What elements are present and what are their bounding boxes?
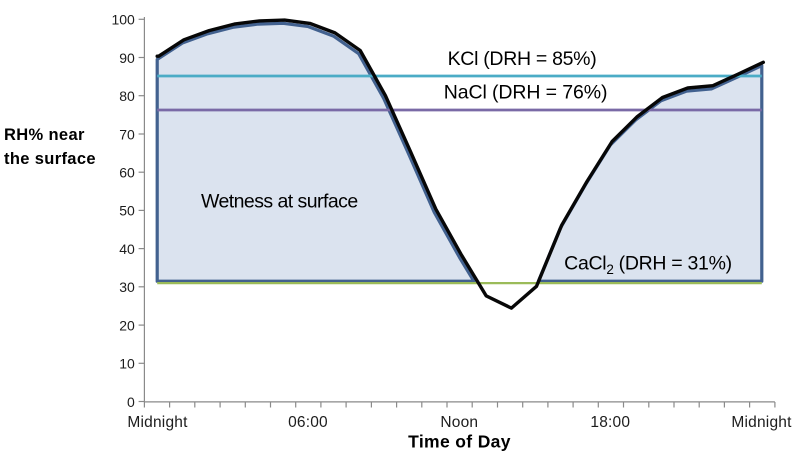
svg-text:06:00: 06:00 — [288, 414, 328, 431]
svg-text:Midnight: Midnight — [127, 414, 188, 431]
svg-text:NaCl (DRH = 76%): NaCl (DRH = 76%) — [444, 82, 608, 104]
svg-text:Time of Day: Time of Day — [408, 432, 511, 452]
svg-text:the surface: the surface — [4, 150, 96, 168]
svg-text:18:00: 18:00 — [590, 414, 630, 431]
svg-text:Wetness at surface: Wetness at surface — [201, 191, 358, 213]
svg-text:80: 80 — [119, 88, 135, 104]
svg-text:0: 0 — [127, 394, 135, 410]
svg-text:90: 90 — [119, 50, 135, 66]
svg-text:CaCl2 (DRH = 31%): CaCl2 (DRH = 31%) — [564, 252, 732, 277]
svg-text:70: 70 — [119, 126, 135, 142]
svg-text:30: 30 — [119, 279, 135, 295]
svg-text:60: 60 — [119, 165, 135, 181]
svg-text:10: 10 — [119, 356, 135, 372]
svg-text:100: 100 — [111, 12, 135, 28]
svg-text:20: 20 — [119, 317, 135, 333]
svg-text:RH% near: RH% near — [4, 126, 85, 144]
svg-text:KCl (DRH = 85%): KCl (DRH = 85%) — [448, 48, 597, 70]
svg-text:50: 50 — [119, 203, 135, 219]
svg-text:40: 40 — [119, 241, 135, 257]
svg-text:Noon: Noon — [440, 414, 478, 431]
svg-text:Midnight: Midnight — [731, 414, 792, 431]
